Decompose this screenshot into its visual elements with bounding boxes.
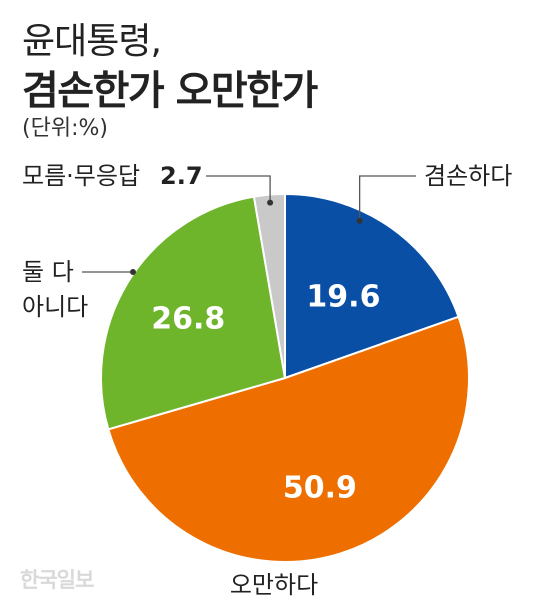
category-value-unknown: 2.7 (160, 162, 203, 190)
slice-arrogant (107, 315, 470, 563)
category-label-arrogant: 오만하다 (230, 571, 318, 599)
chart-title-line1: 윤대통령, (22, 21, 162, 62)
category-label-neither-line2: 아니다 (22, 293, 88, 321)
category-label-neither-line1: 둘 다 (22, 258, 74, 286)
slice-value-label: 50.9 (283, 471, 357, 506)
leader-dot (130, 269, 136, 275)
unit-label: (단위:%) (22, 116, 108, 141)
slice-neither (100, 195, 287, 431)
leader-dot (267, 199, 274, 206)
leader-dot (356, 217, 363, 224)
leader-line-unknown (206, 175, 271, 203)
category-label-humble: 겸손하다 (424, 162, 512, 190)
slice-unknown (252, 192, 286, 379)
leader-line-humble (358, 175, 416, 221)
chart-title-line2: 겸손한가 오만한가 (22, 68, 318, 114)
category-label-unknown: 모름·무응답 (22, 162, 140, 190)
slice-value-label: 26.8 (151, 301, 225, 336)
slice-value-label: 19.6 (306, 279, 380, 314)
publisher-watermark: 한국일보 (20, 568, 94, 592)
